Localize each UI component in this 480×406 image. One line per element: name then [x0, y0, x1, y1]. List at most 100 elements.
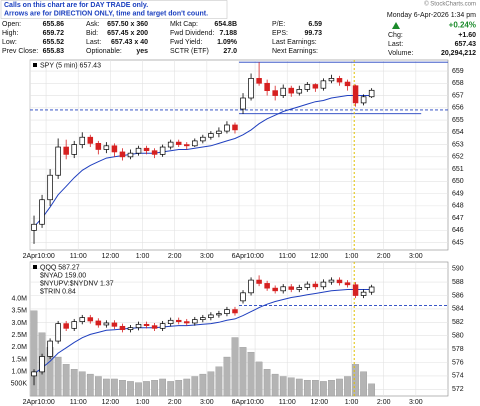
volume-bar	[127, 381, 134, 397]
candle-body	[127, 327, 134, 331]
volume-bar	[303, 380, 311, 397]
datetime: Monday 6-Apr-2026 1:34 pm	[387, 12, 476, 19]
volume-tick-label: 3.0M	[11, 320, 27, 327]
candle-body	[328, 78, 335, 82]
x-tick-label: 3:00	[409, 399, 423, 406]
volume-tick-label: 1.5M	[11, 356, 27, 363]
candle-body	[240, 97, 246, 110]
volume-bar	[368, 383, 375, 397]
candle-body	[143, 147, 150, 152]
candle-body	[167, 141, 174, 148]
candle-body	[159, 146, 166, 155]
quote-value: 1.09%	[217, 39, 238, 46]
candle-body	[31, 371, 37, 377]
summary-value: 657.43	[455, 41, 477, 48]
summary-label: Volume:	[388, 50, 413, 57]
volume-bar	[94, 376, 102, 397]
chart-title: SPY (5 min) 657.43	[40, 62, 101, 69]
candle-body	[224, 309, 230, 314]
volume-bar	[320, 381, 327, 397]
volume-bar	[344, 376, 351, 397]
x-tick-label: 12:00	[102, 253, 120, 260]
candle-body	[208, 314, 214, 318]
volume-bar	[119, 380, 126, 397]
candle-body	[183, 144, 190, 147]
volume-tick-label: 4.0M	[11, 295, 27, 302]
candle-body	[47, 340, 53, 357]
x-tick-label: 10:00	[37, 253, 55, 260]
candle-body	[344, 81, 351, 87]
legend-swatch	[33, 265, 37, 269]
volume-bar	[103, 378, 110, 397]
candle-body	[55, 323, 61, 342]
candle-body	[368, 286, 375, 293]
quote-value: 657.45 x 200	[107, 30, 148, 37]
quote-label: Optionable:	[86, 48, 122, 55]
volume-bar	[247, 351, 255, 397]
x-tick-label: 12:00	[102, 399, 120, 406]
x-tick-label: 2:00	[168, 253, 182, 260]
volume-tick-label: 1.0M	[11, 368, 27, 375]
candle-body	[360, 96, 367, 104]
x-tick-label: 3:00	[409, 253, 423, 260]
quote-label: Last Earnings:	[272, 39, 317, 46]
volume-bar	[70, 369, 78, 397]
candle-body	[103, 145, 110, 150]
candle-body	[248, 279, 254, 294]
volume-bar	[78, 371, 86, 397]
volume-bar	[183, 378, 191, 397]
candle-body	[272, 287, 278, 292]
candle-body	[304, 283, 311, 288]
moving-average	[33, 289, 372, 375]
candle-body	[312, 84, 319, 89]
candle-body	[71, 144, 77, 155]
candle-body	[31, 223, 37, 231]
candle-body	[208, 133, 214, 138]
candle-body	[79, 317, 86, 322]
x-tick-label: 11:00	[70, 399, 87, 406]
quote-label: P/E:	[272, 21, 285, 28]
candle-body	[135, 147, 142, 154]
volume-bar	[207, 371, 215, 397]
y-tick-label: 653	[452, 141, 464, 148]
candle-body	[127, 152, 134, 158]
summary-label: Last:	[388, 41, 403, 48]
quote-value: 657.43 x 40	[111, 39, 148, 46]
candle-body	[272, 90, 278, 96]
candle-body	[344, 282, 351, 286]
volume-bar	[336, 378, 343, 397]
candle-body	[312, 283, 319, 288]
volume-bar	[215, 366, 223, 397]
quote-label: EPS:	[272, 30, 288, 37]
volume-tick-label: 3.5M	[11, 308, 27, 315]
x-tick-label: 2:00	[377, 253, 391, 260]
candle-body	[200, 317, 206, 320]
candle-body	[95, 320, 102, 326]
volume-bar	[279, 376, 287, 397]
candle-body	[87, 136, 94, 144]
candle-body	[256, 78, 262, 84]
y-tick-label: 659	[452, 68, 464, 75]
volume-bar	[175, 380, 183, 397]
candle-body	[368, 89, 375, 98]
volume-bar	[159, 378, 167, 397]
x-tick-label: 3:00	[200, 253, 214, 260]
candle-body	[151, 325, 158, 329]
y-tick-label: 657	[452, 92, 464, 99]
y-tick-label: 574	[452, 373, 464, 380]
volume-bar	[231, 337, 239, 397]
notice-line: Calls on this chart are for DAY TRADE on…	[4, 2, 148, 9]
candle-body	[280, 87, 286, 96]
volume-bar	[255, 361, 263, 397]
candle-body	[248, 78, 254, 99]
candle-body	[63, 146, 69, 155]
candle-body	[256, 279, 262, 284]
volume-bar	[287, 377, 295, 397]
candle-body	[192, 140, 198, 147]
candle-body	[47, 174, 53, 201]
quote-value: 655.86	[43, 21, 65, 28]
candle-body	[175, 319, 182, 322]
candle-body	[111, 145, 118, 153]
candle-body	[216, 313, 222, 316]
